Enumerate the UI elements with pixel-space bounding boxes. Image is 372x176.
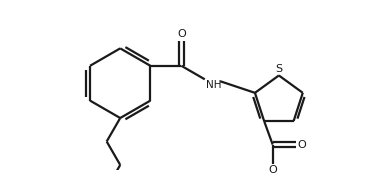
Text: O: O xyxy=(268,165,277,175)
Text: S: S xyxy=(275,64,282,74)
Text: NH: NH xyxy=(206,80,221,90)
Text: O: O xyxy=(298,140,307,150)
Text: O: O xyxy=(177,29,186,39)
